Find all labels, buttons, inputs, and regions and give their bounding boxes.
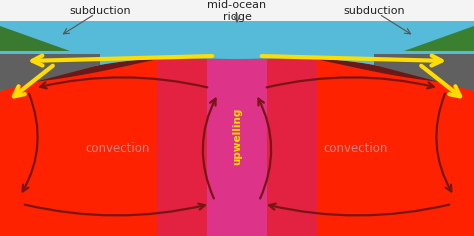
Text: subduction: subduction <box>69 6 131 16</box>
Polygon shape <box>0 21 474 54</box>
Polygon shape <box>157 50 317 236</box>
Polygon shape <box>0 0 474 26</box>
Polygon shape <box>0 26 80 58</box>
Polygon shape <box>0 0 474 91</box>
Text: mid-ocean
ridge: mid-ocean ridge <box>208 0 266 22</box>
Polygon shape <box>374 54 474 91</box>
Polygon shape <box>207 50 267 236</box>
Polygon shape <box>404 26 474 51</box>
Polygon shape <box>0 21 474 56</box>
Polygon shape <box>0 36 130 81</box>
Polygon shape <box>394 26 474 58</box>
Polygon shape <box>344 36 474 81</box>
Text: subduction: subduction <box>343 6 405 16</box>
Polygon shape <box>0 54 100 91</box>
Polygon shape <box>0 26 70 51</box>
Polygon shape <box>0 50 474 91</box>
Polygon shape <box>0 0 474 21</box>
Text: upwelling: upwelling <box>232 107 242 165</box>
Text: convection: convection <box>86 142 150 155</box>
Text: convection: convection <box>324 142 388 155</box>
